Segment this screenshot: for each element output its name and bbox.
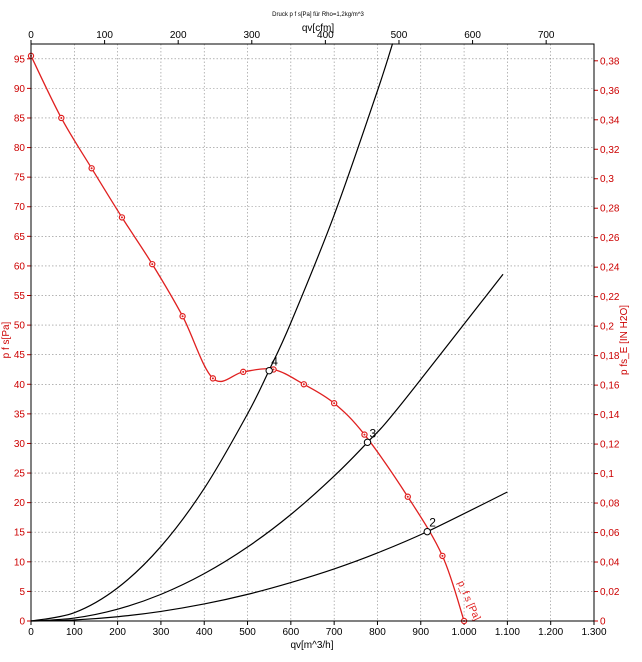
y-tick-label: 30 (14, 439, 26, 450)
right-tick-label: 0,32 (600, 145, 620, 156)
y-tick-label: 50 (14, 321, 26, 332)
x-tick-label: 700 (326, 627, 343, 638)
x-tick-label: 300 (153, 627, 170, 638)
y-tick-label: 15 (14, 528, 26, 539)
x-tick-label: 0 (28, 627, 34, 638)
y-tick-label: 75 (14, 173, 26, 184)
series (27, 43, 508, 625)
top-tick-label: 300 (243, 30, 260, 41)
fan-curve-marker-dot (406, 495, 409, 498)
fan-curve-marker-dot (363, 433, 366, 436)
y-tick-label: 5 (19, 587, 25, 598)
plot-frame (30, 43, 595, 622)
x-tick-label: 1.300 (581, 627, 606, 638)
right-tick-label: 0,14 (600, 410, 620, 421)
fan-curve-marker-dot (302, 383, 305, 386)
x-tick-label: 800 (369, 627, 386, 638)
operating-point-marker (265, 366, 273, 375)
right-tick-label: 0,16 (600, 381, 620, 392)
x-axis-label: qv[m^3/h] (290, 640, 333, 651)
top-tick-label: 0 (28, 30, 34, 41)
x-tick-label: 600 (283, 627, 300, 638)
top-tick-label: 200 (170, 30, 187, 41)
system-curve-line (30, 273, 504, 622)
y-tick-label: 40 (14, 380, 26, 391)
right-tick-label: 0,04 (600, 558, 620, 569)
right-tick-label: 0,24 (600, 263, 620, 274)
right-tick-label: 0,18 (600, 351, 620, 362)
fan-curve-marker-dot (151, 263, 154, 266)
y-tick-label: 80 (14, 143, 26, 154)
x-tick-label: 1.000 (452, 627, 477, 638)
top-axis-label: qv[cfm] (302, 23, 334, 34)
right-axis-label: p fs_E [IN H2O] (619, 305, 630, 375)
right-tick-label: 0,1 (600, 469, 614, 480)
x-tick-label: 500 (239, 627, 256, 638)
fan-curve-marker-dot (60, 116, 63, 119)
x-tick-label: 100 (66, 627, 83, 638)
right-tick-label: 0,28 (600, 204, 620, 215)
operating-point-label: 3 (370, 426, 377, 440)
fan-curve-marker-dot (181, 315, 184, 318)
x-tick-label: 1.200 (538, 627, 563, 638)
right-tick-label: 0,02 (600, 587, 620, 598)
fan-curve-marker-dot (272, 368, 275, 371)
x-tick-label: 200 (109, 627, 126, 638)
right-tick-label: 0,06 (600, 528, 620, 539)
y-tick-label: 10 (14, 557, 26, 568)
y-tick-label: 60 (14, 261, 26, 272)
system-curve-line (30, 491, 508, 622)
right-tick-label: 0,08 (600, 499, 620, 510)
right-tick-label: 0,34 (600, 115, 620, 126)
fan-curve-marker-dot (120, 216, 123, 219)
fan-curve-marker-dot (211, 377, 214, 380)
top-tick-label: 700 (538, 30, 555, 41)
y-tick-label: 0 (19, 617, 25, 628)
top-tick-label: 400 (317, 30, 334, 41)
axis-ticks: 0 100 200 300 400 500 600 700 800 900 1.000 1.100 1.… (14, 30, 620, 638)
right-tick-label: 0 (600, 617, 606, 628)
operating-point-marker (423, 527, 431, 536)
y-tick-label: 55 (14, 291, 26, 302)
right-tick-label: 0,36 (600, 86, 620, 97)
top-tick-label: 600 (464, 30, 481, 41)
y-tick-label: 35 (14, 409, 26, 420)
right-tick-label: 0,22 (600, 292, 620, 303)
top-tick-label: 500 (391, 30, 408, 41)
x-tick-label: 400 (196, 627, 213, 638)
right-tick-label: 0,2 (600, 322, 614, 333)
right-tick-label: 0,26 (600, 233, 620, 244)
fan-curve-marker-dot (441, 554, 444, 557)
y-tick-label: 65 (14, 232, 26, 243)
y-tick-label: 45 (14, 350, 26, 361)
y-tick-label: 25 (14, 469, 26, 480)
grid (31, 44, 594, 621)
fan-curve-marker-dot (90, 167, 93, 170)
system-curve-line (30, 43, 394, 622)
operating-point-marker (363, 438, 372, 446)
x-tick-label: 900 (412, 627, 429, 638)
y-tick-label: 20 (14, 498, 26, 509)
fan-curve-marker-dot (242, 370, 245, 373)
operating-point-label: 2 (429, 516, 436, 530)
y-tick-label: 90 (14, 84, 26, 95)
right-tick-label: 0,38 (600, 56, 620, 67)
y-tick-label: 85 (14, 113, 26, 124)
y-axis-label: p f s[Pa] (1, 321, 12, 358)
fan-curve-marker-dot (333, 402, 336, 405)
operating-point-label: 4 (271, 355, 278, 369)
y-tick-label: 70 (14, 202, 26, 213)
right-tick-label: 0,3 (600, 174, 614, 185)
right-tick-label: 0,12 (600, 440, 620, 451)
x-tick-label: 1.100 (495, 627, 520, 638)
chart-title: Druck p f s[Pa] für Rho=1,2kg/m^3 (272, 12, 364, 18)
y-tick-label: 95 (14, 54, 26, 65)
top-tick-label: 100 (96, 30, 113, 41)
